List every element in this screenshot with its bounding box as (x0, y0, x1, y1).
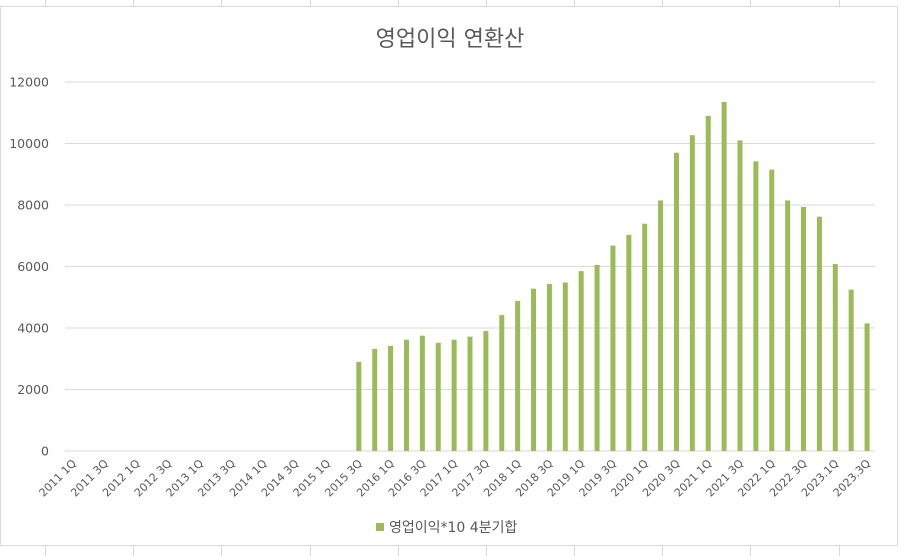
bar[interactable] (546, 284, 552, 451)
bar[interactable] (705, 115, 711, 451)
bar[interactable] (451, 339, 457, 451)
bar[interactable] (499, 315, 505, 451)
y-tick-label: 10000 (9, 136, 49, 151)
bar[interactable] (801, 206, 807, 451)
bar[interactable] (467, 336, 473, 451)
y-tick-label: 8000 (17, 198, 49, 213)
y-tick-label: 0 (41, 444, 49, 459)
bar[interactable] (435, 342, 441, 451)
y-tick-label: 6000 (17, 259, 49, 274)
bar[interactable] (594, 264, 600, 451)
bar[interactable] (626, 234, 632, 451)
chart-frame[interactable]: 영업이익 연환산 0 2000 4000 6000 8000 10000 12000 201… (0, 6, 898, 546)
bar[interactable] (848, 289, 854, 451)
bar[interactable] (403, 339, 409, 451)
bar[interactable] (785, 200, 791, 451)
bar[interactable] (515, 300, 521, 451)
bar[interactable] (864, 323, 870, 451)
bar[interactable] (753, 161, 759, 451)
y-tick-label: 4000 (17, 321, 49, 336)
bar[interactable] (531, 288, 537, 451)
y-axis-ticks: 0 2000 4000 6000 8000 10000 12000 (9, 75, 49, 459)
bar[interactable] (673, 152, 679, 451)
bar[interactable] (562, 282, 568, 451)
chart-title: 영업이익 연환산 (376, 27, 525, 52)
bar[interactable] (388, 345, 394, 451)
legend-swatch (376, 523, 384, 531)
bar[interactable] (372, 348, 378, 451)
bar[interactable] (658, 200, 664, 451)
legend-label: 영업이익*10 4분기합 (389, 520, 517, 536)
chart-svg: 영업이익 연환산 0 2000 4000 6000 8000 10000 12000 201… (9, 27, 875, 536)
bar[interactable] (689, 135, 695, 451)
y-tick-label: 2000 (17, 382, 49, 397)
bar[interactable] (483, 331, 489, 451)
bar-layer (356, 101, 870, 452)
bar[interactable] (642, 223, 648, 451)
bar[interactable] (832, 264, 838, 451)
y-tick-label: 12000 (9, 75, 49, 90)
bar[interactable] (419, 335, 425, 451)
bar[interactable] (816, 216, 822, 451)
bar[interactable] (356, 361, 362, 451)
legend: 영업이익*10 4분기합 (376, 520, 517, 536)
bar[interactable] (721, 101, 727, 452)
bar[interactable] (578, 271, 584, 451)
bar[interactable] (769, 169, 775, 451)
bar[interactable] (610, 245, 616, 451)
bar[interactable] (737, 140, 743, 452)
